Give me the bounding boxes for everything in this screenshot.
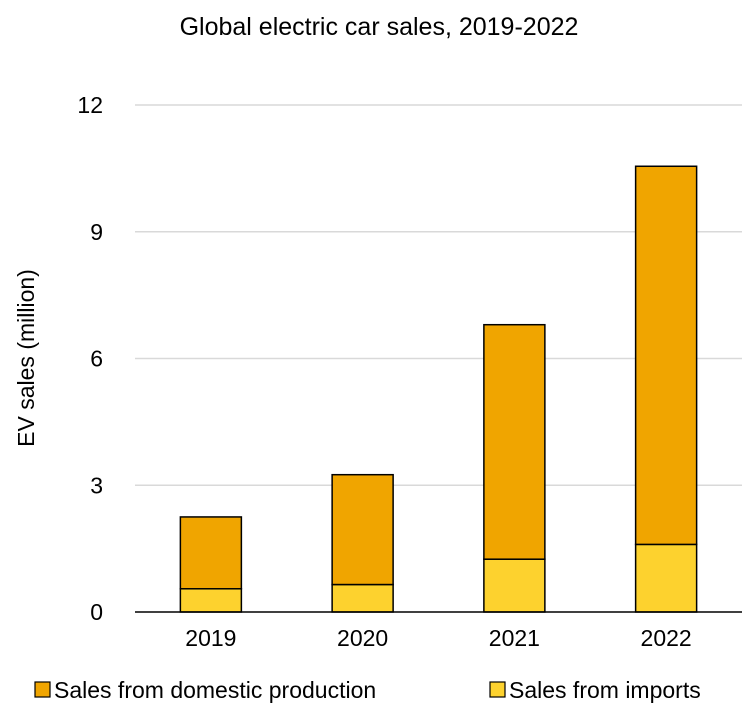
bar-segment-domestic-2019	[179, 516, 243, 590]
y-tick-label: 3	[90, 472, 103, 498]
bar-segment-imports-2022	[634, 543, 698, 613]
chart-title: Global electric car sales, 2019-2022	[180, 13, 579, 41]
legend-label: Sales from domestic production	[54, 677, 376, 703]
legend-swatch	[489, 681, 506, 698]
y-tick-label: 6	[90, 346, 103, 372]
x-tick-label: 2020	[337, 625, 388, 651]
bar-segment-domestic-2022	[634, 165, 698, 546]
x-tick-label: 2022	[641, 625, 692, 651]
bar-segment-imports-2019	[179, 588, 243, 613]
y-axis-label: EV sales (million)	[13, 269, 39, 447]
x-tick-label: 2021	[489, 625, 540, 651]
y-tick-label: 0	[90, 599, 103, 625]
bar-segment-imports-2020	[331, 583, 394, 613]
legend-swatch	[34, 681, 51, 698]
y-tick-label: 12	[77, 92, 103, 118]
legend-label: Sales from imports	[509, 677, 701, 703]
bars	[179, 165, 698, 613]
bar-segment-domestic-2020	[331, 473, 394, 586]
bar-segment-domestic-2021	[483, 323, 546, 560]
y-tick-label: 9	[90, 219, 103, 245]
legend: Sales from domestic production Sales from…	[34, 677, 701, 703]
x-tick-label: 2019	[185, 625, 236, 651]
x-axis-ticks: 2019 2020 2021 2022	[185, 625, 691, 651]
bar-segment-imports-2021	[483, 558, 546, 613]
y-axis-ticks: 0 3 6 9 12	[77, 92, 103, 625]
